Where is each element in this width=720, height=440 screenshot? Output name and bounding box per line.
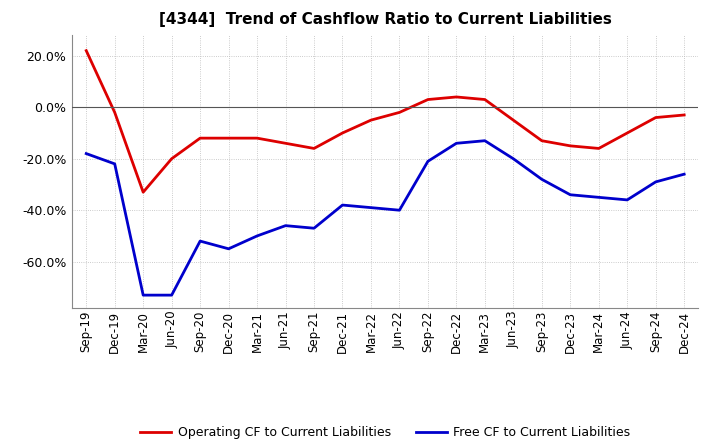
Operating CF to Current Liabilities bbox=[196, 136, 204, 141]
Free CF to Current Liabilities bbox=[139, 293, 148, 298]
Operating CF to Current Liabilities bbox=[110, 110, 119, 115]
Free CF to Current Liabilities bbox=[423, 159, 432, 164]
Free CF to Current Liabilities bbox=[310, 226, 318, 231]
Operating CF to Current Liabilities bbox=[480, 97, 489, 102]
Free CF to Current Liabilities bbox=[652, 179, 660, 184]
Free CF to Current Liabilities bbox=[282, 223, 290, 228]
Free CF to Current Liabilities bbox=[167, 293, 176, 298]
Operating CF to Current Liabilities bbox=[423, 97, 432, 102]
Free CF to Current Liabilities bbox=[366, 205, 375, 210]
Operating CF to Current Liabilities bbox=[652, 115, 660, 120]
Operating CF to Current Liabilities bbox=[680, 112, 688, 117]
Free CF to Current Liabilities bbox=[595, 194, 603, 200]
Operating CF to Current Liabilities bbox=[623, 130, 631, 136]
Legend: Operating CF to Current Liabilities, Free CF to Current Liabilities: Operating CF to Current Liabilities, Fre… bbox=[135, 421, 635, 440]
Free CF to Current Liabilities bbox=[566, 192, 575, 198]
Free CF to Current Liabilities bbox=[537, 177, 546, 182]
Operating CF to Current Liabilities bbox=[509, 117, 518, 123]
Operating CF to Current Liabilities bbox=[566, 143, 575, 149]
Line: Operating CF to Current Liabilities: Operating CF to Current Liabilities bbox=[86, 51, 684, 192]
Free CF to Current Liabilities bbox=[225, 246, 233, 251]
Free CF to Current Liabilities bbox=[480, 138, 489, 143]
Line: Free CF to Current Liabilities: Free CF to Current Liabilities bbox=[86, 141, 684, 295]
Title: [4344]  Trend of Cashflow Ratio to Current Liabilities: [4344] Trend of Cashflow Ratio to Curren… bbox=[159, 12, 611, 27]
Free CF to Current Liabilities bbox=[338, 202, 347, 208]
Operating CF to Current Liabilities bbox=[253, 136, 261, 141]
Operating CF to Current Liabilities bbox=[167, 156, 176, 161]
Free CF to Current Liabilities bbox=[452, 141, 461, 146]
Operating CF to Current Liabilities bbox=[139, 190, 148, 195]
Operating CF to Current Liabilities bbox=[366, 117, 375, 123]
Operating CF to Current Liabilities bbox=[395, 110, 404, 115]
Operating CF to Current Liabilities bbox=[338, 130, 347, 136]
Free CF to Current Liabilities bbox=[196, 238, 204, 244]
Operating CF to Current Liabilities bbox=[452, 94, 461, 99]
Operating CF to Current Liabilities bbox=[82, 48, 91, 53]
Free CF to Current Liabilities bbox=[82, 151, 91, 156]
Free CF to Current Liabilities bbox=[680, 172, 688, 177]
Free CF to Current Liabilities bbox=[110, 161, 119, 166]
Operating CF to Current Liabilities bbox=[537, 138, 546, 143]
Operating CF to Current Liabilities bbox=[595, 146, 603, 151]
Free CF to Current Liabilities bbox=[509, 156, 518, 161]
Free CF to Current Liabilities bbox=[623, 197, 631, 202]
Operating CF to Current Liabilities bbox=[310, 146, 318, 151]
Operating CF to Current Liabilities bbox=[282, 141, 290, 146]
Free CF to Current Liabilities bbox=[253, 233, 261, 238]
Free CF to Current Liabilities bbox=[395, 208, 404, 213]
Operating CF to Current Liabilities bbox=[225, 136, 233, 141]
